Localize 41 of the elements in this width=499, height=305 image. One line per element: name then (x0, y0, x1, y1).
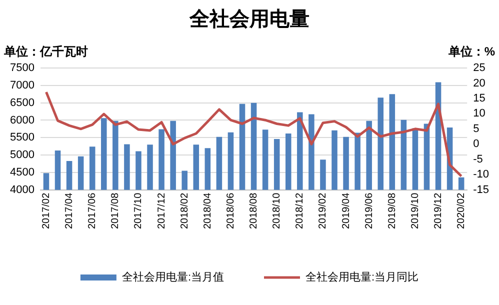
y2-tick-label: 25 (473, 62, 486, 74)
x-tick-label: 2017/02 (40, 192, 52, 230)
y-tick-label: 6500 (10, 96, 34, 109)
y2-tick-label: -5 (473, 153, 483, 166)
x-tick-label: 2017/10 (133, 192, 144, 230)
y-tick-label: 5500 (10, 132, 34, 144)
x-tick-label: 2018/12 (294, 192, 306, 230)
x-tick-label: 2019/12 (433, 192, 444, 230)
legend-label: 全社会用电量:当月值 (122, 270, 224, 284)
y2-tick-label: 20 (473, 77, 486, 90)
y-axis-title: 单位：亿千瓦时 (3, 44, 88, 58)
y-tick-label: 4500 (10, 166, 34, 178)
x-tick-label: 2019/02 (318, 192, 329, 230)
x-tick-label: 2019/10 (410, 192, 421, 230)
y2-tick-label: 15 (473, 92, 486, 104)
x-tick-label: 2017/08 (110, 192, 122, 230)
y2-tick-label: 10 (473, 108, 486, 120)
x-tick-label: 2017/06 (87, 192, 98, 230)
y-tick-label: 5000 (10, 149, 34, 162)
y-tick-label: 7500 (10, 62, 34, 74)
y2-tick-label: 5 (473, 122, 480, 135)
x-tick-label: 2019/06 (364, 192, 375, 230)
x-tick-label: 2018/08 (248, 192, 260, 230)
x-tick-label: 2019/04 (340, 192, 352, 230)
y2-tick-label: -10 (473, 168, 490, 181)
legend-label: 全社会用电量:当月同比 (306, 270, 419, 284)
y2-axis-title: 单位：% (447, 44, 496, 58)
x-tick-label: 2020/02 (456, 192, 468, 230)
x-tick-label: 2018/04 (202, 192, 214, 230)
y2-tick-label: -15 (473, 184, 490, 196)
x-tick-label: 2018/06 (225, 192, 236, 230)
y-tick-label: 7000 (10, 79, 34, 92)
y-tick-label: 4000 (10, 184, 34, 196)
x-tick-label: 2018/10 (272, 192, 283, 230)
y-tick-label: 6000 (10, 114, 34, 126)
x-tick-label: 2017/04 (64, 192, 76, 230)
x-tick-label: 2019/08 (386, 192, 398, 230)
chart-title: 全社会用电量 (188, 8, 310, 31)
x-tick-label: 2017/12 (156, 192, 168, 230)
y2-tick-label: 0 (473, 138, 480, 150)
x-tick-label: 2018/02 (179, 192, 190, 230)
